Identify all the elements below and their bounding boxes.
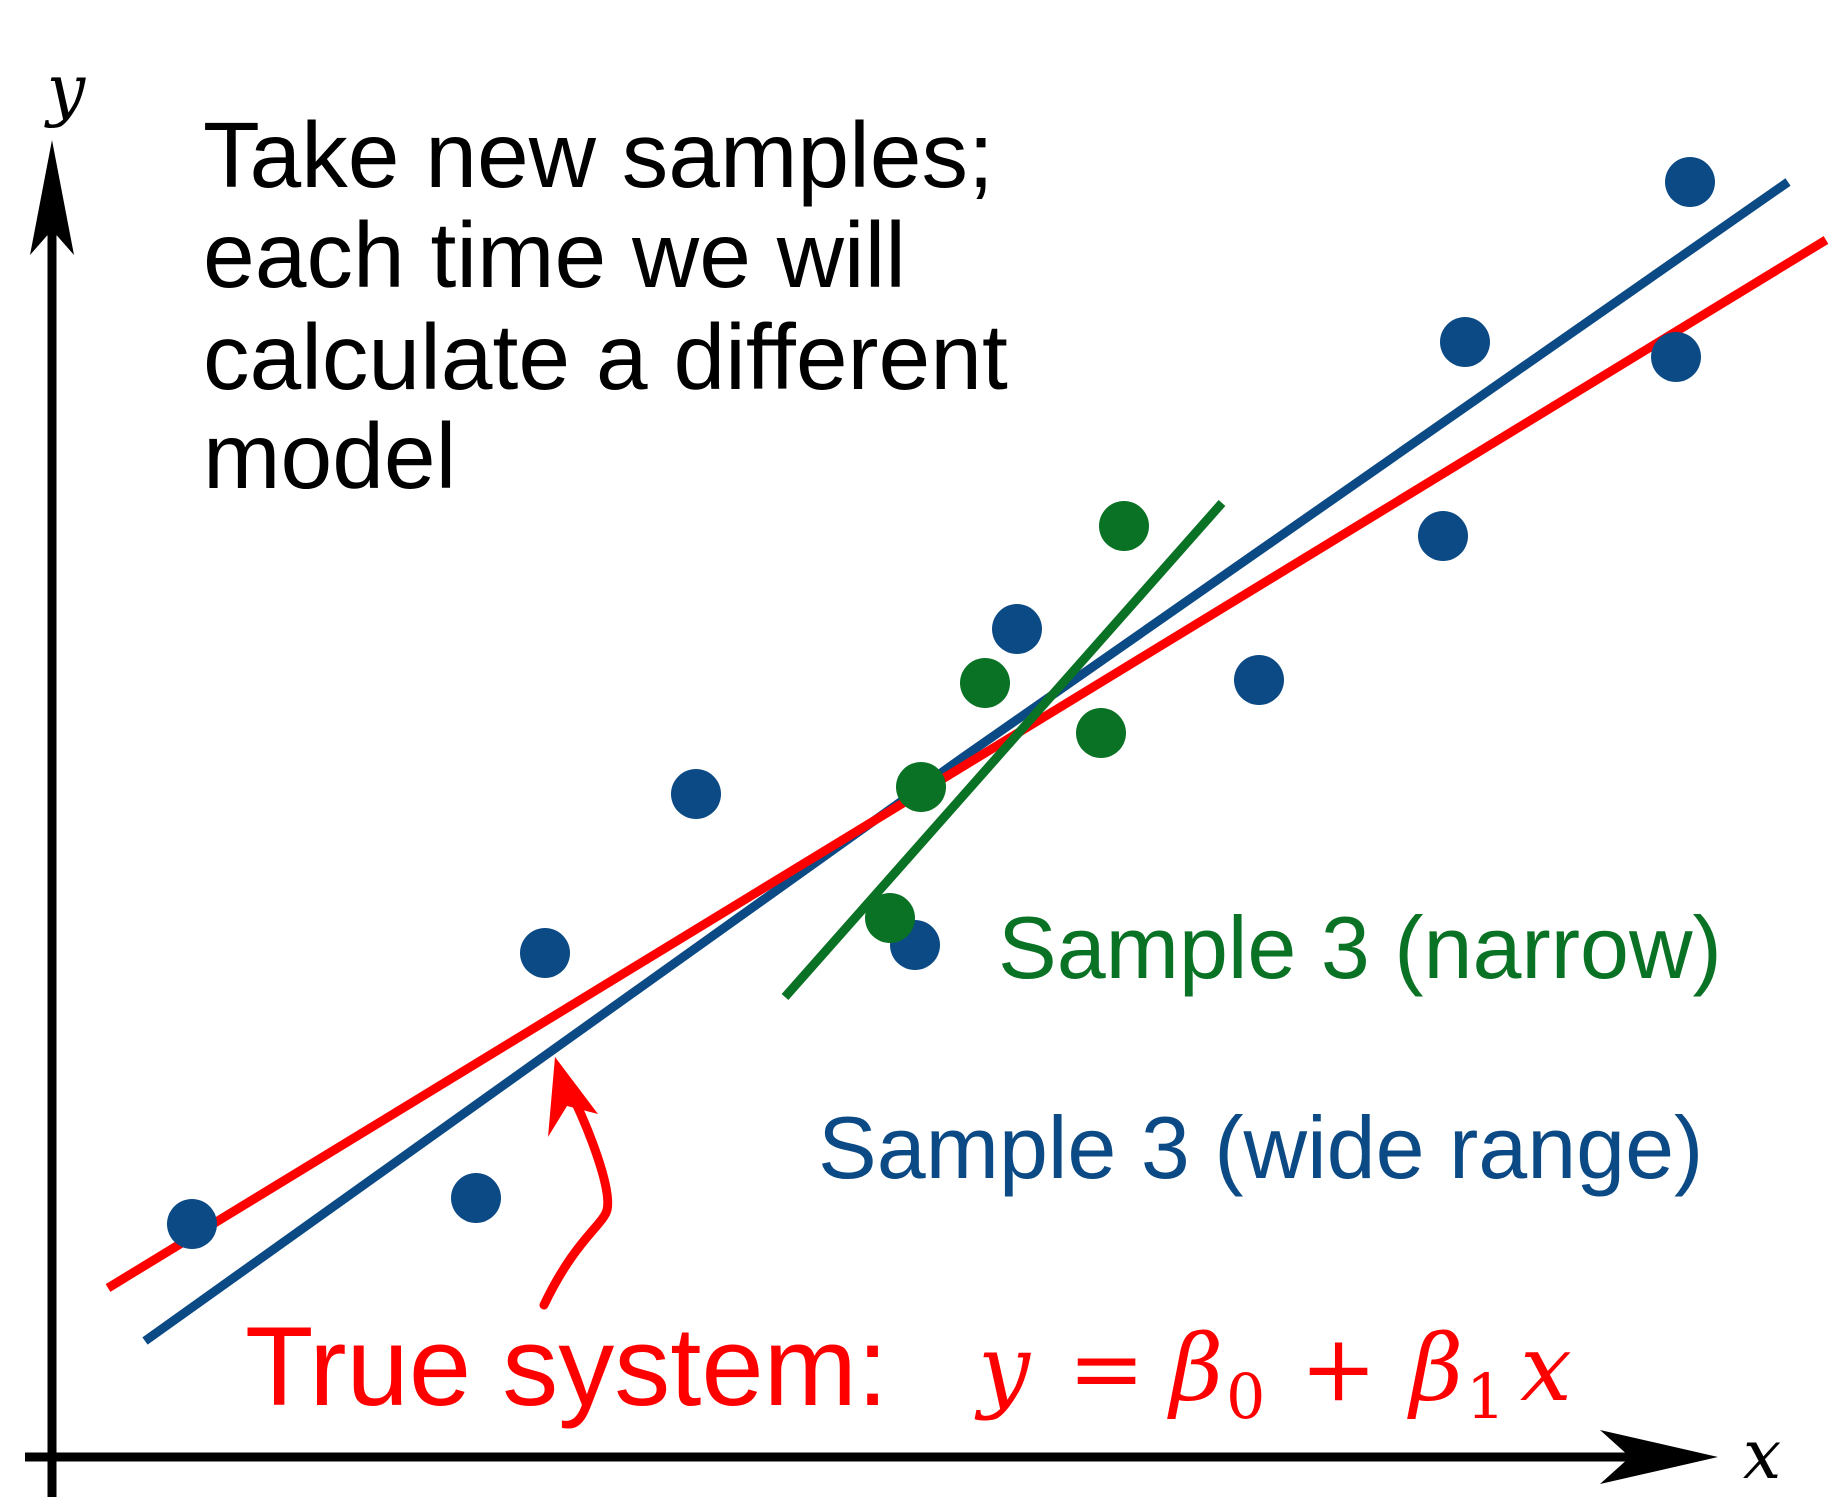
pointer-arrowhead — [548, 1057, 598, 1137]
narrow-sample-label: Sample 3 (narrow) — [998, 898, 1722, 997]
true-system-line — [105, 236, 1829, 1292]
narrow-sample-points — [865, 501, 1149, 943]
wide-sample-point — [1418, 511, 1468, 561]
true-system-equation: y = β 0 + β 1 x — [974, 1315, 1572, 1433]
equation-y: y — [974, 1315, 1031, 1422]
axes: y x — [25, 51, 1781, 1497]
true-system-label: True system: y = β 0 + β 1 x — [245, 1304, 1572, 1433]
wide-sample-point — [1234, 655, 1284, 705]
true-system-pointer-arrow — [539, 1057, 613, 1310]
narrow-sample-point — [1099, 501, 1149, 551]
annotation-line-2: each time we will — [203, 203, 906, 307]
wide-sample-point — [167, 1199, 217, 1249]
equation-beta1: β — [1407, 1315, 1463, 1422]
equation-equals: = — [1068, 1315, 1145, 1422]
wide-sample-point — [1440, 317, 1490, 367]
annotation-line-3: calculate a different — [203, 305, 1008, 409]
narrow-fit-line — [781, 500, 1226, 1000]
y-axis-label: y — [44, 51, 87, 130]
x-axis-arrowhead — [1600, 1430, 1718, 1484]
wide-range-sample-points — [167, 157, 1715, 1249]
wide-sample-point — [451, 1173, 501, 1223]
wide-sample-point — [520, 928, 570, 978]
pointer-arrow-shaft — [539, 1080, 613, 1310]
equation-x: x — [1520, 1315, 1572, 1422]
wide-sample-point — [671, 769, 721, 819]
wide-sample-label: Sample 3 (wide range) — [818, 1098, 1703, 1197]
wide-range-fit-line — [142, 178, 1791, 1345]
annotation-line-4: model — [203, 404, 456, 508]
annotation-text: Take new samples; each time we will calc… — [203, 103, 1008, 508]
equation-subscript-1: 1 — [1466, 1360, 1505, 1433]
equation-subscript-0: 0 — [1226, 1360, 1265, 1433]
true-system-text: True system: — [245, 1304, 888, 1429]
y-axis-arrowhead — [30, 140, 74, 255]
equation-plus: + — [1300, 1315, 1377, 1422]
equation-beta0: β — [1167, 1315, 1223, 1422]
x-axis-label: x — [1743, 1416, 1781, 1495]
narrow-sample-point — [1076, 708, 1126, 758]
wide-sample-point — [1651, 332, 1701, 382]
narrow-sample-point — [960, 658, 1010, 708]
wide-sample-point — [1665, 157, 1715, 207]
narrow-sample-point — [865, 893, 915, 943]
annotation-line-1: Take new samples; — [203, 103, 994, 207]
narrow-sample-point — [896, 762, 946, 812]
wide-sample-point — [992, 604, 1042, 654]
